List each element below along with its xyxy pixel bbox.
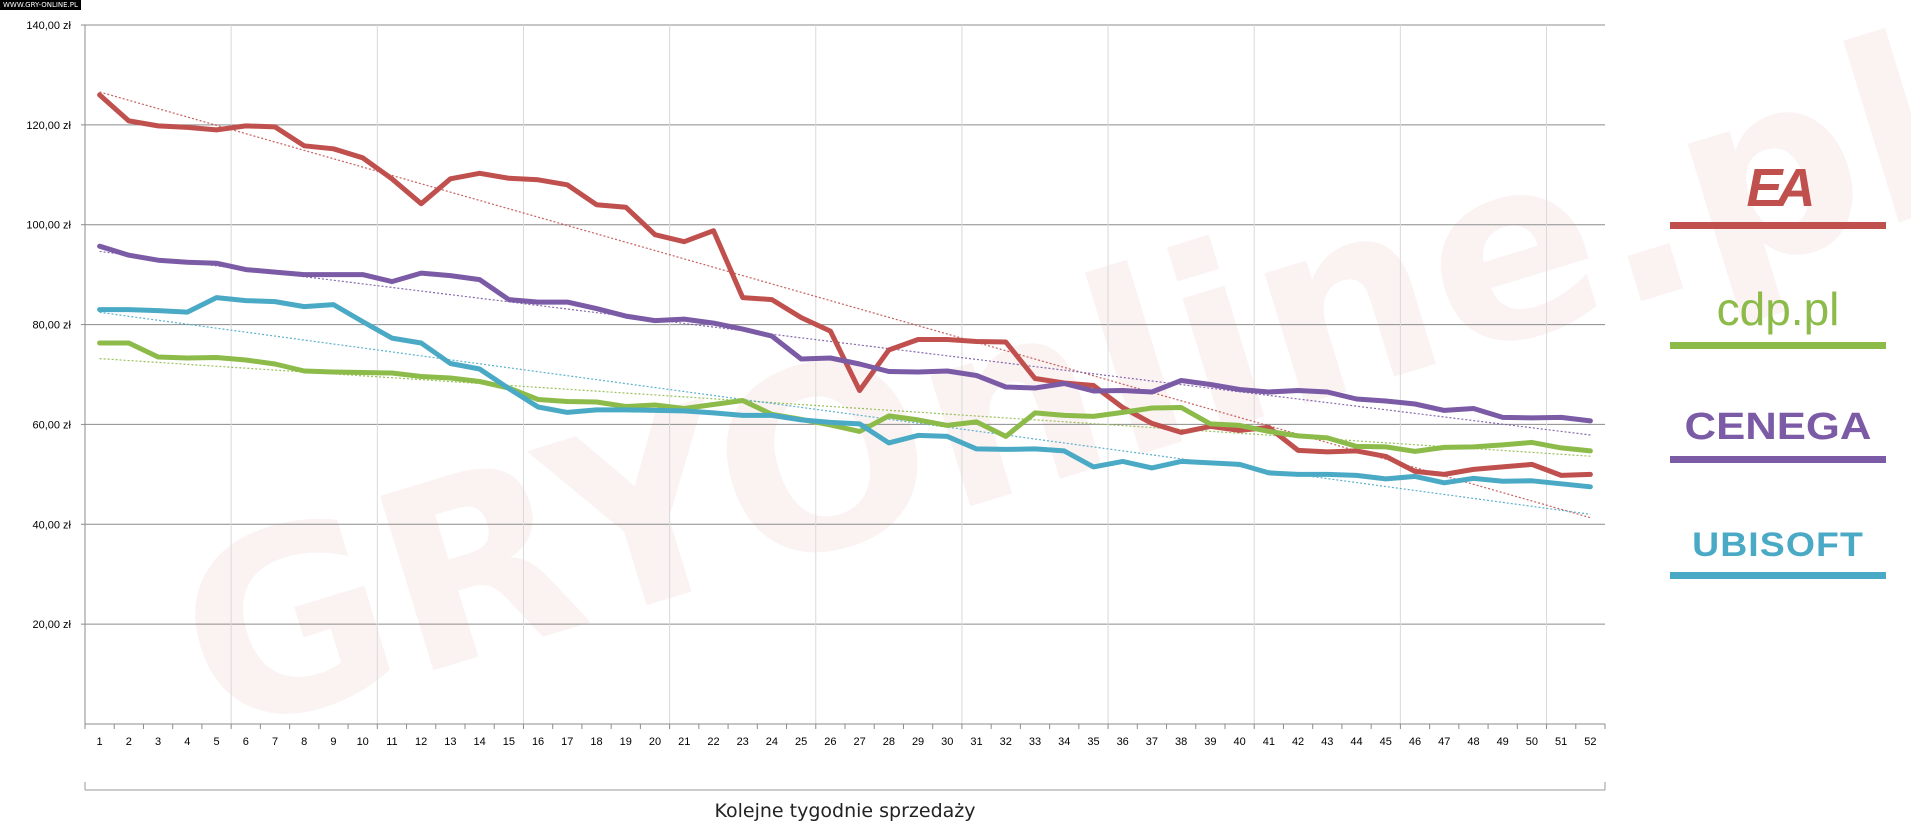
x-tick-label: 2 <box>126 736 132 748</box>
legend-item-ubisoft: UBISOFT <box>1670 524 1886 579</box>
cdp-logo: cdp.pl <box>1716 283 1840 335</box>
x-tick-label: 23 <box>737 736 749 748</box>
y-tick-label: 40,00 zł <box>32 519 71 531</box>
x-tick-label: 4 <box>184 736 190 748</box>
x-tick-label: 5 <box>213 736 219 748</box>
x-tick-label: 50 <box>1526 736 1538 748</box>
y-tick-label: 80,00 zł <box>32 320 71 332</box>
x-tick-label: 26 <box>824 736 836 748</box>
x-tick-label: 35 <box>1087 736 1099 748</box>
x-tick-label: 34 <box>1058 736 1070 748</box>
legend-swatch-ubisoft <box>1670 572 1886 579</box>
x-tick-label: 47 <box>1438 736 1450 748</box>
x-tick-label: 42 <box>1292 736 1304 748</box>
x-tick-label: 20 <box>649 736 661 748</box>
x-tick-label: 8 <box>301 736 307 748</box>
x-tick-label: 22 <box>707 736 719 748</box>
x-tick-label: 11 <box>386 736 397 748</box>
x-tick-label: 46 <box>1409 736 1421 748</box>
x-tick-label: 37 <box>1146 736 1158 748</box>
watermark-badge: WWW.GRY-ONLINE.PL <box>0 0 81 10</box>
ea-logo: EA <box>1746 158 1815 218</box>
x-tick-label: 1 <box>97 736 103 748</box>
x-tick-label: 39 <box>1204 736 1216 748</box>
x-tick-label: 12 <box>415 736 427 748</box>
x-tick-label: 29 <box>912 736 924 748</box>
x-tick-label: 27 <box>853 736 865 748</box>
x-tick-label: 25 <box>795 736 807 748</box>
legend-item-cdp: cdp.pl <box>1670 282 1886 349</box>
y-tick-label: 20,00 zł <box>32 619 71 631</box>
x-tick-label: 21 <box>678 736 690 748</box>
x-tick-label: 18 <box>590 736 602 748</box>
x-tick-label: 33 <box>1029 736 1041 748</box>
x-tick-label: 44 <box>1350 736 1362 748</box>
x-tick-label: 3 <box>155 736 161 748</box>
chart-grid <box>85 24 1605 724</box>
legend-swatch-cdp <box>1670 342 1886 349</box>
y-tick-label: 140,00 zł <box>26 20 71 32</box>
trend-line-ubisoft <box>99 311 1591 515</box>
y-tick-label: 60,00 zł <box>32 419 71 431</box>
ubisoft-logo: UBISOFT <box>1692 526 1864 564</box>
x-tick-label: 49 <box>1497 736 1509 748</box>
y-tick-label: 120,00 zł <box>26 120 71 132</box>
x-tick-label: 41 <box>1263 736 1275 748</box>
x-tick-label: 32 <box>1000 736 1012 748</box>
x-tick-label: 30 <box>941 736 953 748</box>
x-tick-label: 19 <box>620 736 632 748</box>
chart-axes: 20,00 zł 40,00 zł 60,00 zł 80,00 zł 100,00 z… <box>26 20 1606 748</box>
x-tick-label: 36 <box>1117 736 1129 748</box>
x-tick-label: 24 <box>766 736 778 748</box>
y-tick-label: 100,00 zł <box>26 220 71 232</box>
x-tick-label: 31 <box>970 736 982 748</box>
x-tick-label: 38 <box>1175 736 1187 748</box>
x-tick-label: 40 <box>1233 736 1245 748</box>
x-tick-label: 7 <box>272 736 278 748</box>
series-lines <box>97 92 1593 490</box>
series-line-cdppl <box>97 340 1593 454</box>
x-tick-label: 14 <box>473 736 485 748</box>
legend-swatch-cenega <box>1670 456 1886 463</box>
series-line-ubisoft <box>97 295 1593 490</box>
x-tick-label: 6 <box>243 736 249 748</box>
legend-item-ea: EA <box>1670 160 1886 229</box>
x-axis-label: Kolejne tygodnie sprzedaży <box>715 800 976 822</box>
x-tick-label: 51 <box>1555 736 1567 748</box>
x-tick-label: 43 <box>1321 736 1333 748</box>
x-tick-label: 13 <box>444 736 456 748</box>
x-tick-label: 9 <box>330 736 336 748</box>
x-tick-label: 15 <box>503 736 515 748</box>
x-tick-label: 28 <box>883 736 895 748</box>
x-tick-label: 48 <box>1467 736 1479 748</box>
series-line-cenega <box>97 243 1593 424</box>
cenega-logo: CENEGA <box>1684 406 1872 448</box>
legend-swatch-ea <box>1670 222 1886 229</box>
legend-item-cenega: CENEGA <box>1670 404 1886 463</box>
x-tick-label: 16 <box>532 736 544 748</box>
x-tick-label: 45 <box>1380 736 1392 748</box>
x-tick-label: 17 <box>561 736 573 748</box>
x-tick-label: 52 <box>1584 736 1596 748</box>
watermark-text: GRYOnline.pl <box>147 0 1911 793</box>
x-tick-label: 10 <box>357 736 369 748</box>
